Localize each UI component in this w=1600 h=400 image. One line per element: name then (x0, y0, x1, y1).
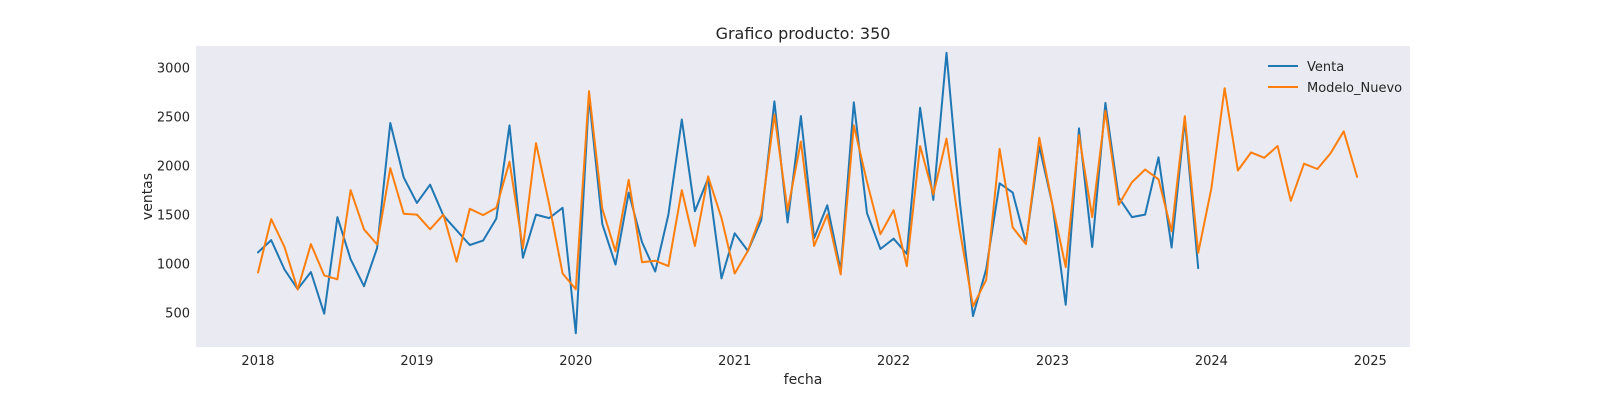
y-tick-label: 3000 (157, 62, 190, 77)
y-tick-label: 2000 (157, 160, 190, 175)
x-tick-label: 2020 (559, 354, 592, 369)
legend: Venta Modelo_Nuevo (1268, 60, 1402, 96)
series-line-modelo-nuevo (257, 87, 1359, 308)
x-axis-label: fecha (784, 372, 823, 388)
x-tick-label: 2018 (241, 354, 274, 369)
series-line-venta (257, 51, 1200, 335)
y-tick-label: 2500 (157, 111, 190, 126)
y-axis-ticks: 500 1000 1500 2000 2500 3000 (157, 62, 190, 322)
y-tick-label: 500 (165, 307, 190, 322)
x-tick-label: 2025 (1354, 354, 1387, 369)
chart-title: Grafico producto: 350 (716, 24, 891, 43)
y-tick-label: 1000 (157, 258, 190, 273)
x-tick-label: 2023 (1036, 354, 1069, 369)
y-tick-label: 1500 (157, 209, 190, 224)
plot-area (196, 46, 1410, 347)
x-axis-ticks: 2018 2019 2020 2021 2022 2023 2024 2025 (241, 354, 1386, 369)
x-tick-label: 2022 (877, 354, 910, 369)
y-axis-label: ventas (140, 173, 156, 220)
series-layer (257, 51, 1359, 335)
x-tick-label: 2024 (1195, 354, 1228, 369)
legend-label: Modelo_Nuevo (1307, 81, 1402, 96)
x-tick-label: 2021 (718, 354, 751, 369)
x-tick-label: 2019 (400, 354, 433, 369)
legend-item-venta: Venta (1268, 60, 1344, 75)
legend-label: Venta (1307, 60, 1344, 75)
legend-item-modelo-nuevo: Modelo_Nuevo (1268, 81, 1402, 96)
